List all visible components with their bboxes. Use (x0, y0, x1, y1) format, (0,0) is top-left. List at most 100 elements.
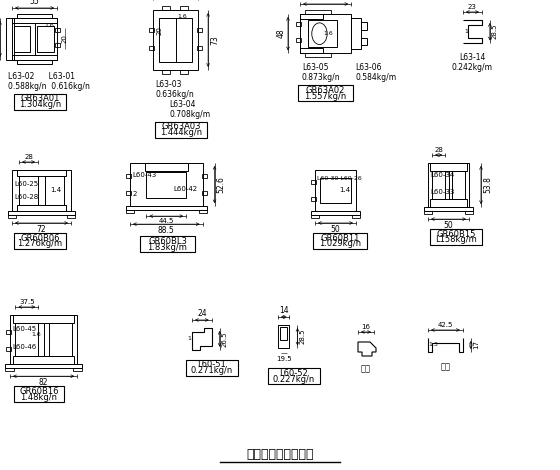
Text: L63-14: L63-14 (459, 54, 486, 63)
Bar (428, 163, 469, 207)
Bar (300, 14, 351, 54)
Bar (149, 46, 154, 50)
Bar (153, 10, 198, 70)
Bar (73, 368, 82, 371)
Bar (13, 356, 74, 364)
Text: 0.588kg/n  0.616kg/n: 0.588kg/n 0.616kg/n (8, 82, 90, 91)
Text: 14: 14 (279, 306, 288, 315)
Text: 0.636kg/n: 0.636kg/n (155, 90, 194, 99)
Text: 24: 24 (197, 309, 207, 318)
Text: 0.584kg/m: 0.584kg/m (355, 73, 396, 82)
Bar (202, 191, 207, 195)
Text: L63-05: L63-05 (302, 63, 329, 72)
Text: 23: 23 (468, 4, 477, 10)
Bar (37, 26, 54, 52)
Bar (278, 325, 290, 348)
Text: L60-45: L60-45 (12, 326, 36, 332)
Bar (197, 28, 202, 32)
Text: 42.5: 42.5 (438, 322, 453, 328)
Text: L63-02      L63-01: L63-02 L63-01 (8, 72, 75, 81)
Bar (432, 171, 445, 199)
Bar (55, 43, 60, 47)
Text: 1.6: 1.6 (178, 14, 188, 19)
Bar (67, 215, 75, 218)
Text: 26.5: 26.5 (222, 331, 228, 346)
Bar (17, 170, 66, 176)
Text: GR60B06: GR60B06 (20, 234, 60, 243)
Text: 16: 16 (362, 324, 371, 330)
Bar (300, 48, 323, 54)
Bar (298, 86, 353, 102)
Text: L60-43: L60-43 (132, 172, 156, 178)
Bar (311, 180, 316, 184)
Bar (180, 6, 188, 10)
Text: L63-04: L63-04 (169, 100, 195, 109)
Text: 1.6: 1.6 (323, 31, 333, 36)
Bar (12, 170, 71, 211)
Text: 55: 55 (30, 0, 39, 6)
Text: 1.444kg/n: 1.444kg/n (160, 128, 202, 137)
Bar (424, 211, 432, 214)
Bar (352, 215, 360, 218)
Text: L60-51: L60-51 (198, 360, 226, 369)
Text: 0.708kg/m: 0.708kg/m (169, 110, 210, 119)
Bar (199, 210, 207, 213)
Bar (6, 18, 14, 60)
Bar (424, 207, 473, 211)
Bar (49, 323, 72, 356)
Text: 62.5: 62.5 (317, 0, 334, 2)
Bar (452, 171, 465, 199)
Bar (126, 210, 134, 213)
Text: 72: 72 (37, 225, 46, 234)
Bar (186, 360, 238, 376)
Text: 1.3: 1.3 (428, 343, 438, 347)
Text: L60-46: L60-46 (12, 344, 36, 350)
Text: L60-42: L60-42 (174, 186, 198, 192)
Text: 1.029kg/n: 1.029kg/n (319, 239, 361, 248)
Text: GR60BL3: GR60BL3 (148, 237, 187, 246)
Text: 44.5: 44.5 (158, 218, 174, 224)
Bar (351, 18, 361, 49)
Bar (296, 22, 301, 26)
Text: 88.5: 88.5 (158, 226, 175, 235)
Bar (144, 163, 188, 171)
Text: 1.83kg/m: 1.83kg/m (148, 243, 188, 251)
Text: GR63A01: GR63A01 (20, 94, 60, 103)
Bar (5, 368, 14, 371)
Bar (17, 205, 66, 211)
Bar (465, 211, 473, 214)
Text: 73: 73 (210, 35, 219, 45)
Bar (431, 163, 466, 171)
Bar (17, 14, 52, 18)
Text: 0.227kg/n: 0.227kg/n (273, 375, 315, 384)
Bar (162, 70, 170, 74)
Text: 0.242kg/m: 0.242kg/m (452, 63, 493, 72)
Bar (6, 347, 11, 351)
Bar (315, 170, 356, 211)
Bar (8, 215, 16, 218)
Bar (320, 178, 351, 203)
Bar (19, 176, 38, 205)
Text: GR60B16: GR60B16 (19, 387, 59, 396)
Bar (130, 163, 203, 206)
Bar (311, 211, 360, 215)
Text: 28: 28 (24, 154, 33, 160)
Text: 1.4: 1.4 (50, 188, 62, 194)
Text: 1.557kg/n: 1.557kg/n (305, 92, 347, 101)
Text: 底座: 底座 (440, 362, 450, 371)
Text: 37.5: 37.5 (19, 299, 35, 305)
Text: 1.276kg/m: 1.276kg/m (17, 239, 63, 248)
Bar (430, 229, 482, 245)
Bar (12, 55, 57, 60)
Bar (126, 191, 131, 195)
Text: 1.6: 1.6 (44, 23, 54, 28)
Bar (14, 233, 66, 249)
Text: 28.5: 28.5 (492, 24, 498, 39)
Bar (12, 18, 57, 60)
Bar (5, 364, 82, 368)
Text: L60-25: L60-25 (14, 181, 38, 188)
Text: GR60B15: GR60B15 (436, 230, 475, 239)
Bar (197, 46, 202, 50)
Bar (361, 22, 367, 30)
Bar (6, 330, 11, 334)
